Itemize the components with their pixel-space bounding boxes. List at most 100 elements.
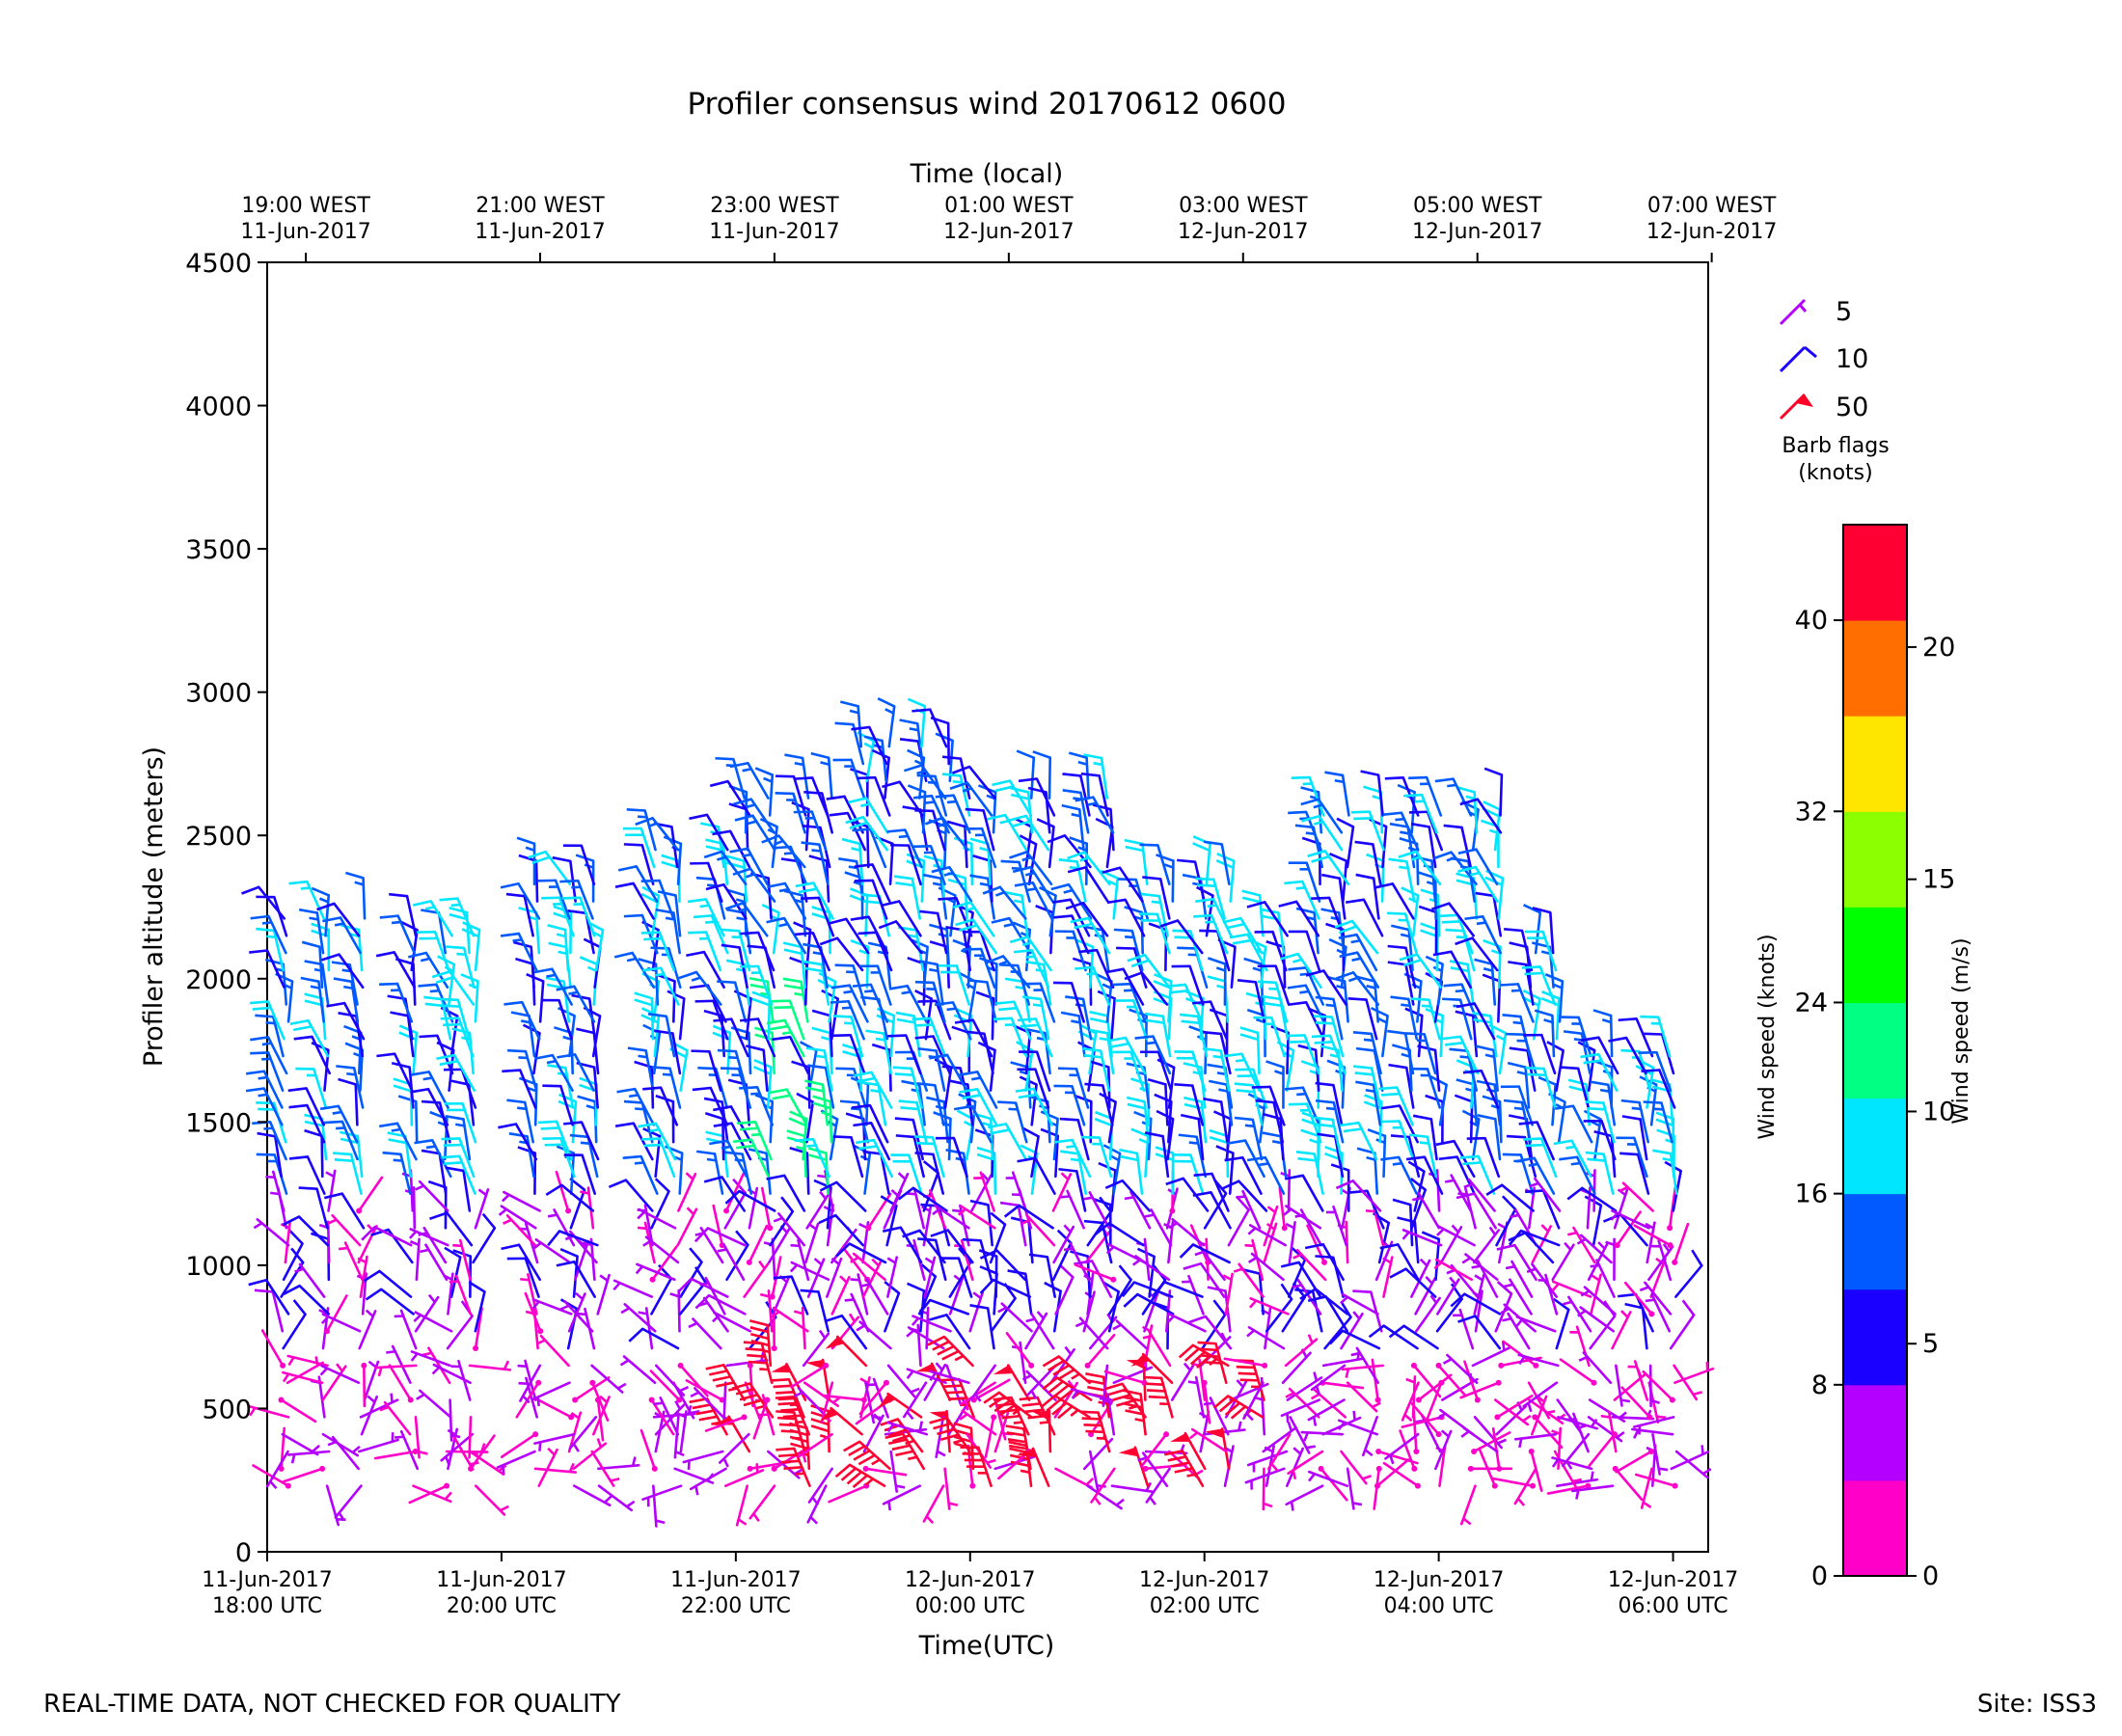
wind-barb bbox=[373, 1449, 419, 1460]
wind-barb bbox=[1187, 1375, 1206, 1419]
wind-barb bbox=[928, 1314, 971, 1350]
wind-barb bbox=[924, 816, 969, 852]
wind-barb bbox=[409, 1237, 421, 1282]
wind-barb bbox=[1578, 1351, 1613, 1385]
wind-barb bbox=[619, 1355, 657, 1385]
wind-barb bbox=[449, 1274, 473, 1316]
wind-barb bbox=[1221, 1180, 1268, 1212]
wind-barb bbox=[1229, 933, 1268, 972]
wind-barb bbox=[298, 908, 325, 955]
wind-barb bbox=[1286, 1371, 1323, 1401]
wind-barb bbox=[1152, 1280, 1204, 1298]
wind-barb bbox=[1106, 898, 1146, 937]
wind-barb bbox=[889, 1172, 910, 1212]
wind-barb bbox=[759, 1289, 774, 1333]
wind-barb bbox=[361, 1362, 367, 1408]
top-axis-label: Time (local) bbox=[910, 159, 1064, 189]
wind-barb bbox=[563, 1153, 596, 1195]
wind-barb bbox=[1047, 834, 1092, 869]
wind-barb bbox=[1304, 1242, 1345, 1282]
wind-barb bbox=[1224, 1155, 1263, 1195]
wind-barb bbox=[294, 1262, 326, 1298]
wind-barb bbox=[300, 976, 325, 1023]
wind-barb bbox=[1317, 1132, 1345, 1179]
wind-barb bbox=[1288, 1001, 1325, 1041]
wind-barb bbox=[1239, 1026, 1261, 1075]
wind-barb bbox=[858, 964, 892, 1006]
wind-barb bbox=[1613, 1188, 1629, 1230]
wind-barb bbox=[1102, 866, 1144, 903]
wind-barb bbox=[1315, 1099, 1345, 1144]
wind-barb bbox=[1669, 1299, 1696, 1350]
wind-barb bbox=[841, 837, 864, 886]
wind-barb bbox=[1284, 1086, 1320, 1126]
wind-barb bbox=[429, 1211, 474, 1247]
wind-barb bbox=[700, 822, 725, 869]
wind-barb bbox=[861, 1258, 883, 1298]
wind-barb bbox=[250, 1036, 288, 1075]
wind-barb bbox=[505, 892, 534, 937]
wind-barb bbox=[590, 1450, 620, 1487]
wind-barb bbox=[1244, 1467, 1286, 1490]
wind-barb bbox=[1311, 1034, 1347, 1075]
wind-barb bbox=[689, 1467, 727, 1496]
wind-barb bbox=[818, 1213, 865, 1247]
wind-barb bbox=[959, 1381, 996, 1411]
wind-barb bbox=[556, 1261, 596, 1298]
wind-barb bbox=[363, 1269, 413, 1298]
wind-barb bbox=[828, 1482, 870, 1504]
wind-barb bbox=[528, 850, 572, 886]
wind-barb bbox=[911, 1315, 952, 1333]
wind-barb bbox=[1514, 1432, 1558, 1449]
wind-barb bbox=[412, 900, 453, 937]
wind-barb bbox=[408, 951, 449, 989]
wind-barb bbox=[286, 1354, 329, 1368]
wind-barb bbox=[1615, 1449, 1654, 1474]
wind-barb bbox=[248, 1278, 290, 1316]
wind-barb bbox=[287, 1087, 326, 1126]
wind-barb bbox=[1388, 857, 1416, 903]
wind-barb bbox=[1310, 1364, 1347, 1396]
wind-barb bbox=[1078, 948, 1115, 989]
wind-barb bbox=[1084, 1082, 1114, 1126]
wind-barb bbox=[282, 1299, 307, 1350]
wind-barb bbox=[1014, 881, 1053, 920]
wind-barb bbox=[474, 1484, 509, 1516]
wind-barb bbox=[327, 1213, 362, 1247]
wind-barb bbox=[723, 1172, 745, 1214]
wind-barb bbox=[436, 1053, 476, 1092]
wind-barb bbox=[322, 916, 362, 955]
y-tick-label: 2000 bbox=[185, 965, 252, 995]
top-tick-date: 11-Jun-2017 bbox=[709, 220, 839, 244]
wind-barb bbox=[717, 980, 748, 1023]
wind-barb bbox=[919, 909, 948, 955]
wind-barb bbox=[1061, 803, 1085, 852]
wind-barb bbox=[379, 914, 416, 955]
wind-barb bbox=[957, 1205, 996, 1230]
wind-barb bbox=[830, 984, 869, 1023]
wind-barb bbox=[1074, 1260, 1113, 1298]
wind-barb bbox=[288, 1155, 326, 1195]
wind-barb bbox=[1288, 930, 1321, 972]
wind-barb bbox=[415, 1180, 449, 1212]
wind-barb bbox=[839, 700, 863, 748]
wind-barb bbox=[1494, 1398, 1532, 1426]
wind-barb bbox=[410, 1071, 449, 1109]
wind-barb bbox=[1126, 1096, 1150, 1144]
colorbar-knot-label: 40 bbox=[1795, 606, 1828, 636]
wind-barb bbox=[927, 1335, 974, 1368]
wind-barb bbox=[852, 1103, 889, 1144]
wind-barb bbox=[772, 1035, 810, 1075]
wind-barb bbox=[1307, 1295, 1348, 1333]
wind-barb bbox=[1474, 958, 1497, 1006]
wind-barb bbox=[688, 1317, 722, 1350]
wind-barb bbox=[941, 755, 971, 800]
wind-barb bbox=[641, 1137, 676, 1179]
wind-barb bbox=[635, 816, 680, 852]
wind-barb bbox=[1094, 1222, 1145, 1247]
wind-barb bbox=[737, 1121, 773, 1161]
wind-barb bbox=[665, 1145, 684, 1195]
wind-barb bbox=[1142, 1329, 1172, 1368]
wind-barb bbox=[1515, 1316, 1557, 1333]
wind-barb bbox=[1494, 1395, 1534, 1421]
